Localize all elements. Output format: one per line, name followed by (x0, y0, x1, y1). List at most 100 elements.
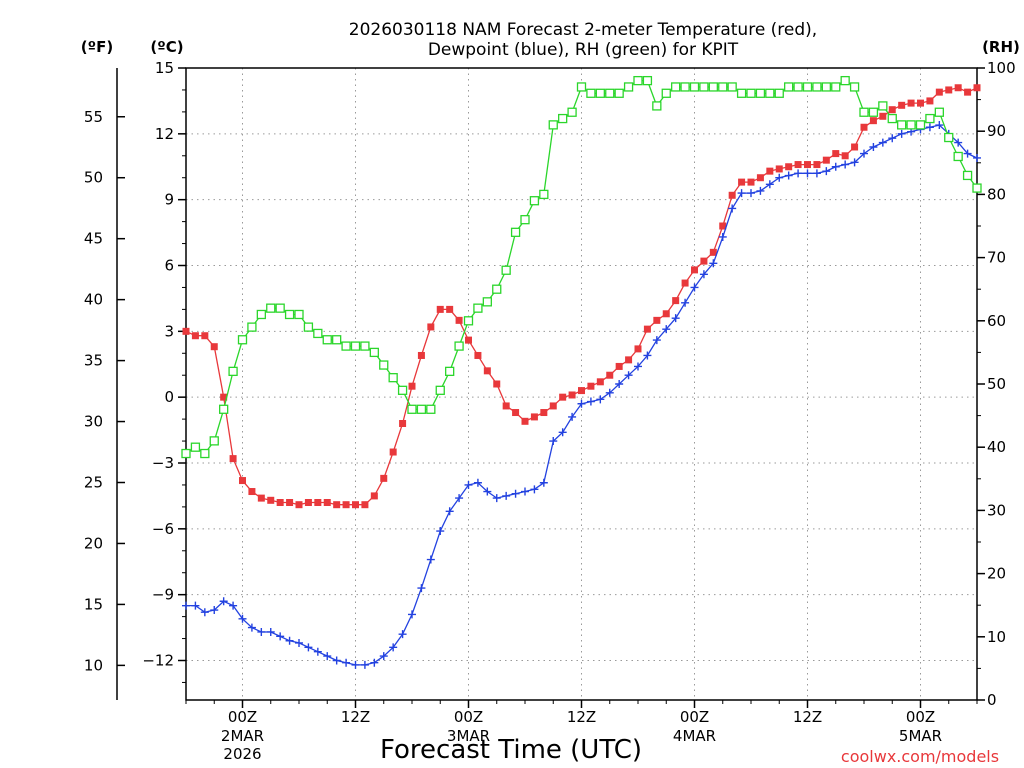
2-meter-temperature-point (907, 99, 915, 107)
2-meter-dewpoint-point (784, 171, 793, 180)
tick-labels: 15129630−3−6−9−1255504540353025201510100… (84, 59, 1016, 763)
relative-humidity-point (812, 82, 822, 92)
2-meter-dewpoint-point (295, 638, 303, 647)
2-meter-dewpoint-point (389, 643, 398, 652)
2-meter-dewpoint-point (558, 428, 567, 437)
relative-humidity-point (360, 341, 370, 351)
2-meter-temperature-point (427, 323, 435, 331)
relative-humidity-point (849, 82, 860, 92)
x-tick-date-label: 5MAR (899, 727, 942, 745)
relative-humidity-point (275, 303, 285, 313)
2-meter-temperature-point (578, 387, 585, 395)
2-meter-temperature-point (615, 362, 623, 370)
2-meter-temperature-point (446, 305, 454, 313)
2-meter-dewpoint-point (841, 160, 850, 169)
relative-humidity-point (445, 366, 455, 377)
x-tick-date-label: 4MAR (673, 727, 716, 745)
2-meter-temperature-point (898, 101, 906, 109)
fahrenheit-tick-label: 50 (84, 169, 103, 187)
relative-humidity-point (492, 284, 502, 294)
2-meter-temperature-point (521, 417, 529, 425)
2-meter-dewpoint-point (681, 298, 690, 307)
relative-humidity-point (623, 82, 634, 92)
relative-humidity-point (247, 322, 257, 332)
relative-humidity-point (765, 88, 775, 98)
2-meter-temperature-point (756, 174, 764, 182)
relative-humidity-point (915, 120, 926, 130)
relative-humidity-point (473, 303, 483, 313)
2-meter-dewpoint-point (549, 437, 558, 446)
2-meter-dewpoint-point (596, 395, 605, 404)
2-meter-temperature-point (954, 84, 962, 92)
relative-humidity-point (727, 82, 737, 92)
2-meter-temperature-point (436, 305, 444, 313)
2-meter-dewpoint-point (690, 283, 699, 292)
2-meter-dewpoint-point (370, 658, 379, 667)
2-meter-dewpoint-point (210, 606, 219, 615)
relative-humidity-point (887, 113, 897, 124)
2-meter-temperature-point (229, 455, 237, 463)
rh-tick-label: 60 (987, 312, 1006, 330)
2-meter-temperature-point (709, 248, 717, 256)
2-meter-temperature-point (888, 106, 896, 114)
2-meter-dewpoint-point (765, 180, 774, 189)
2-meter-temperature-point (625, 356, 633, 364)
x-tick-label: 00Z (228, 708, 257, 726)
relative-humidity-point (294, 309, 304, 320)
rh-tick-label: 100 (987, 59, 1016, 77)
relative-humidity-point (671, 82, 681, 92)
2-meter-dewpoint-point (285, 636, 294, 645)
2-meter-dewpoint-point (662, 325, 671, 334)
rh-tick-label: 80 (987, 185, 1006, 203)
relative-humidity-point (350, 341, 361, 351)
2-meter-dewpoint-point (878, 138, 887, 147)
2-meter-dewpoint-point (257, 627, 266, 636)
2-meter-dewpoint-point (219, 597, 228, 606)
relative-humidity-point (416, 404, 427, 414)
relative-humidity-point (652, 101, 662, 111)
2-meter-dewpoint-point (615, 380, 624, 388)
celsius-tick-label: −3 (152, 454, 174, 472)
relative-humidity-point (322, 335, 332, 345)
x-tick-label: 12Z (341, 708, 370, 726)
relative-humidity-point (219, 404, 229, 414)
relative-humidity-point (746, 88, 756, 98)
relative-humidity-point (868, 107, 879, 117)
2-meter-temperature-point (352, 501, 359, 509)
2-meter-temperature-point (945, 86, 953, 94)
rh-tick-label: 0 (987, 691, 997, 709)
2-meter-temperature-point (549, 402, 557, 410)
2-meter-temperature-point (483, 367, 491, 375)
relative-humidity-point (576, 82, 587, 92)
2-meter-temperature-point (672, 297, 680, 305)
2-meter-temperature-point (465, 336, 472, 344)
relative-humidity-point (558, 113, 568, 124)
2-meter-temperature-point (370, 492, 378, 500)
2-meter-dewpoint-point (521, 487, 529, 496)
rh-unit-label: (RH) (982, 38, 1020, 56)
2-meter-temperature-point (201, 332, 209, 340)
relative-humidity-point (784, 82, 794, 92)
relative-humidity-point (567, 107, 577, 117)
2-meter-dewpoint-point (483, 487, 492, 496)
2-meter-temperature-point (700, 257, 708, 265)
x-tick-label: 12Z (793, 708, 822, 726)
2-meter-dewpoint-point (539, 478, 548, 487)
2-meter-temperature-point (634, 345, 642, 353)
2-meter-dewpoint-point (586, 397, 595, 406)
series (181, 75, 982, 669)
relative-humidity-point (972, 183, 982, 193)
2-meter-temperature-point (286, 499, 294, 506)
2-meter-dewpoint-point (954, 138, 963, 147)
2-meter-dewpoint-point (276, 632, 285, 641)
2-meter-dewpoint-point (464, 480, 473, 489)
2-meter-temperature-point (653, 316, 661, 324)
2-meter-temperature-point (380, 474, 388, 482)
2-meter-temperature-point (502, 402, 510, 410)
relative-humidity-point (718, 82, 728, 92)
2-meter-temperature-point (314, 499, 322, 506)
relative-humidity-point (181, 448, 191, 459)
relative-humidity-point (341, 341, 351, 351)
2-meter-dewpoint-point (850, 158, 859, 167)
2-meter-dewpoint-point (831, 162, 840, 171)
